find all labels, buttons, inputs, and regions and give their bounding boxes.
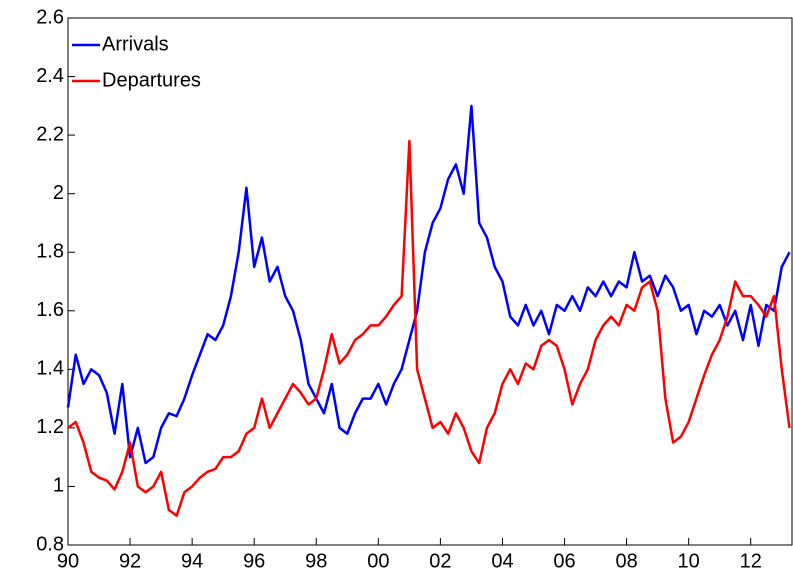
y-tick-label: 2.4 — [36, 65, 64, 87]
series-line — [67, 139, 791, 517]
x-tick-label: 10 — [678, 550, 700, 572]
y-tick-label: 2 — [53, 182, 64, 204]
x-tick-label: 94 — [181, 550, 203, 572]
series-line — [66, 104, 791, 465]
x-tick-label: 02 — [429, 550, 451, 572]
y-tick-label: 1.2 — [36, 416, 64, 438]
x-tick-label: 00 — [367, 550, 389, 572]
legend-label: Departures — [102, 69, 201, 91]
y-tick-label: 0.8 — [36, 533, 64, 555]
legend-label: Arrivals — [102, 33, 169, 55]
x-tick-label: 92 — [119, 550, 141, 572]
x-tick-label: 08 — [615, 550, 637, 572]
x-tick-label: 98 — [305, 550, 327, 572]
y-tick-label: 2.6 — [36, 6, 64, 28]
x-tick-label: 12 — [740, 550, 762, 572]
x-tick-label: 90 — [57, 550, 79, 572]
y-tick-label: 1.6 — [36, 299, 64, 321]
y-tick-label: 1.4 — [36, 358, 64, 380]
x-tick-label: 04 — [491, 550, 513, 572]
y-tick-label: 1 — [53, 475, 64, 497]
x-tick-label: 96 — [243, 550, 265, 572]
axes-box — [67, 17, 793, 546]
y-tick-label: 2.2 — [36, 123, 64, 145]
x-tick-label: 06 — [553, 550, 575, 572]
y-tick-label: 1.8 — [36, 241, 64, 263]
